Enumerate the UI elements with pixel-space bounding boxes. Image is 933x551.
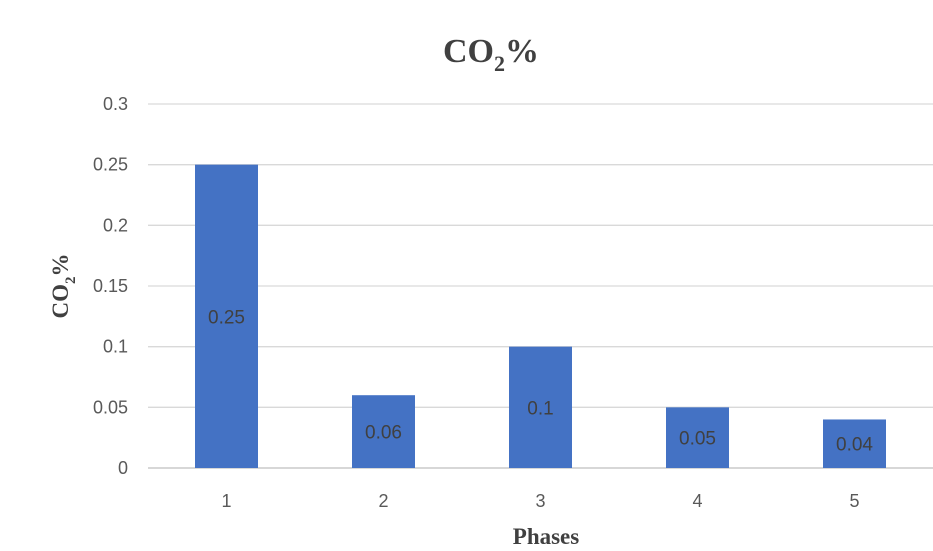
y-tick-label: 0.05 — [93, 397, 128, 417]
y-tick-label: 0.2 — [103, 215, 128, 235]
bar — [195, 164, 258, 468]
y-tick-label: 0.3 — [103, 94, 128, 114]
bar — [509, 346, 572, 468]
y-tick-label: 0.1 — [103, 337, 128, 357]
x-tick-label: 1 — [221, 491, 231, 511]
y-axis-title: CO2% — [48, 254, 79, 319]
bar — [352, 395, 415, 468]
y-axis-title-subscript: 2 — [63, 277, 79, 285]
bar — [823, 419, 886, 468]
data-label: 0.04 — [836, 435, 873, 456]
chart-title-subscript: 2 — [494, 51, 505, 76]
x-axis-title: Phases — [513, 524, 580, 549]
x-tick-label: 3 — [535, 491, 545, 511]
chart-title: CO2% — [443, 33, 539, 76]
y-tick-label: 0.15 — [93, 276, 128, 296]
bar — [666, 407, 729, 468]
bars — [195, 164, 886, 468]
y-axis-ticks: 0 0.05 0.1 0.15 0.2 0.25 0.3 — [93, 94, 128, 478]
y-tick-label: 0.25 — [93, 155, 128, 175]
x-tick-label: 2 — [378, 491, 388, 511]
y-tick-label: 0 — [118, 458, 128, 478]
x-axis-ticks: 1 2 3 4 5 — [221, 491, 859, 511]
data-label: 0.25 — [208, 307, 245, 328]
data-labels: 0.25 0.06 0.1 0.05 0.04 — [208, 307, 873, 455]
x-tick-label: 5 — [849, 491, 859, 511]
data-label: 0.05 — [679, 429, 716, 450]
data-label: 0.1 — [527, 398, 553, 419]
data-label: 0.06 — [365, 423, 402, 444]
x-tick-label: 4 — [692, 491, 702, 511]
